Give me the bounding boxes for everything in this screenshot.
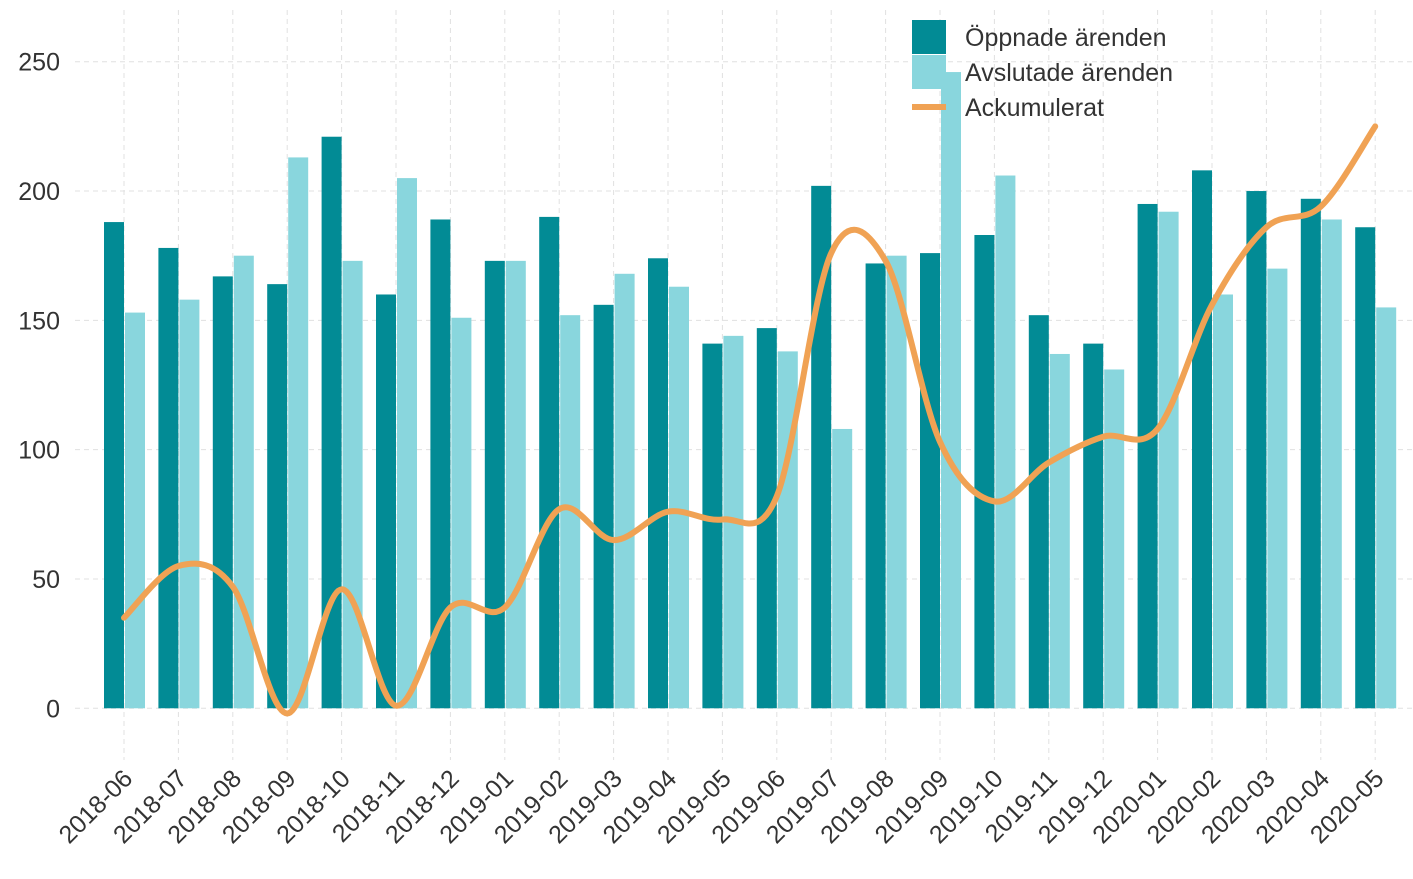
legend-label: Avslutade ärenden [965,59,1173,87]
y-tick-label: 100 [18,437,60,465]
bar [777,351,798,709]
bar [886,255,907,709]
bar [865,263,886,709]
bar [560,315,581,709]
y-tick-label: 150 [18,307,60,335]
bar [1028,315,1049,709]
bar [1355,227,1376,709]
bar [451,317,472,709]
bar [1137,203,1158,709]
bar [1321,219,1342,709]
bar [648,258,668,709]
bar [484,260,505,709]
bar [1376,307,1397,709]
bar [1158,211,1179,709]
bar [1049,353,1070,709]
y-tick-label: 200 [18,178,60,206]
bar [397,178,417,709]
bar [995,175,1016,709]
bar [288,157,309,709]
bar [539,216,560,709]
legend-swatch [912,20,946,54]
bar [1246,191,1267,709]
bar [376,294,396,709]
bar [593,304,614,709]
bar [669,286,689,709]
bar [974,235,995,709]
y-tick-label: 0 [46,695,60,723]
y-tick-label: 50 [32,566,60,594]
bar [832,428,853,709]
bar [505,260,526,709]
line [121,123,1379,717]
legend-label: Öppnade ärenden [965,24,1167,52]
bar [267,284,288,709]
bar [1300,198,1321,709]
bar [342,260,363,709]
bar [614,273,635,709]
bar [430,219,451,709]
bar [179,299,200,709]
bar [920,253,940,709]
bar [1104,369,1125,709]
bar [158,247,179,709]
bar [702,343,723,709]
bar [212,276,233,709]
bar [321,136,342,709]
bar [104,222,124,709]
bar [125,312,145,709]
bar [941,72,961,709]
y-tick-label: 250 [18,49,60,77]
bar [1213,294,1233,709]
bar [1192,170,1212,709]
bar [1083,343,1104,709]
legend-label: Ackumulerat [965,94,1104,122]
bar [233,255,254,709]
legend-swatch [912,55,946,89]
bar [1267,268,1288,709]
